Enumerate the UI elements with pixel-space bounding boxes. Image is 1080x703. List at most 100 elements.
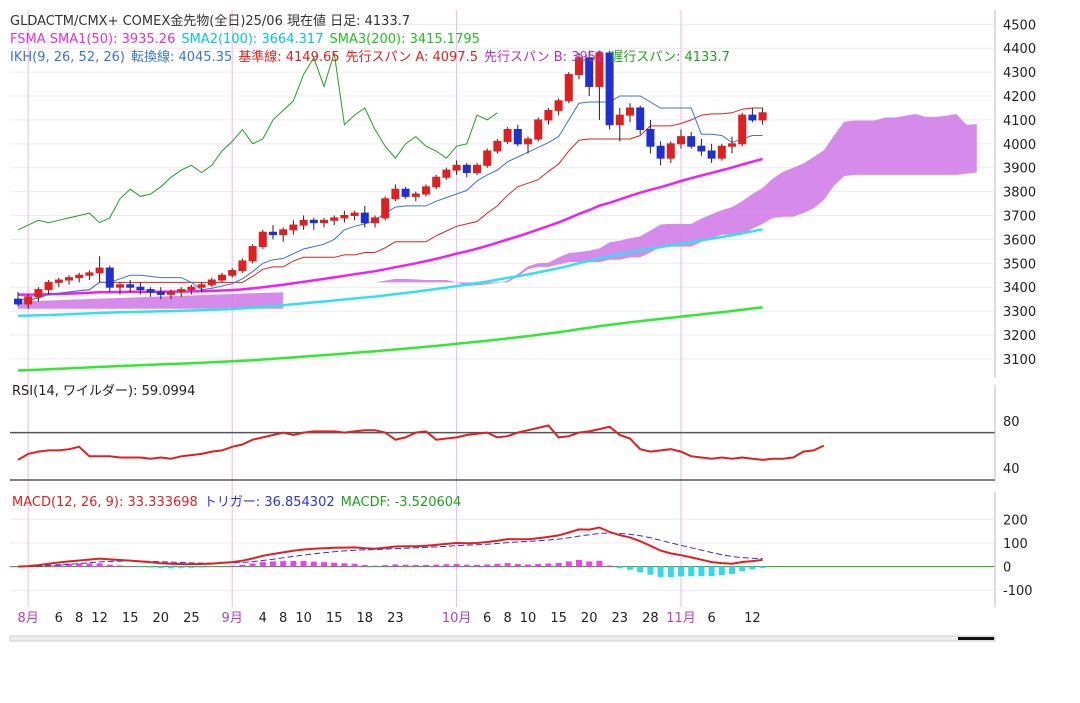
x-tick-label: 4 <box>259 611 267 626</box>
sma1-label: SMA1(50): 3935.26 <box>50 32 176 47</box>
macdf-bar <box>412 565 419 567</box>
macd-tick-label: 200 <box>1003 513 1028 528</box>
price-tick-label: 3800 <box>1003 186 1036 201</box>
x-tick-label: 10 <box>520 611 537 626</box>
kijun-label: 基準線: 4149.65 <box>238 49 339 65</box>
candle-body <box>738 114 747 145</box>
macdf-bar <box>514 563 521 567</box>
macdf-bar <box>117 565 123 567</box>
macdf-bar <box>749 566 756 570</box>
candle-body <box>34 289 43 298</box>
macdf-bar <box>739 566 746 572</box>
candle-body <box>391 188 400 200</box>
time-scrollbar[interactable] <box>9 635 996 642</box>
x-tick-label: 8 <box>75 611 83 626</box>
price-tick-label: 3400 <box>1003 281 1036 296</box>
macdf-bar <box>708 566 715 577</box>
candle-body <box>126 284 135 288</box>
candle-body <box>116 284 124 288</box>
candle-body <box>483 150 492 166</box>
macdf-bar <box>545 563 552 567</box>
macdf-bar <box>637 566 644 573</box>
macd-legend: MACD(12, 26, 9): 33.333698 トリガー: 36.85430… <box>12 495 461 510</box>
candle-body <box>238 260 247 271</box>
macdf-bar <box>382 565 389 567</box>
candle-body <box>442 169 451 178</box>
macdf-label: MACDF: -3.520604 <box>341 495 462 510</box>
macdf-bar <box>300 561 307 567</box>
candle-body <box>564 74 573 102</box>
candle-body <box>717 145 726 159</box>
price-tick-label: 4200 <box>1003 90 1036 105</box>
candle-body <box>218 274 226 281</box>
kumo-cloud <box>283 113 977 301</box>
macdf-bar <box>586 561 593 567</box>
kijun-line <box>17 107 763 301</box>
macdf-bar <box>321 562 327 567</box>
candle-body <box>381 198 390 219</box>
rsi-tick-label: 40 <box>1003 462 1020 477</box>
price-tick-label: 3200 <box>1003 329 1036 344</box>
candle-body <box>677 136 685 145</box>
macdf-bar <box>106 564 113 567</box>
candle-body <box>554 100 563 111</box>
x-tick-label: 8 <box>503 611 511 626</box>
price-tick-label: 3300 <box>1003 305 1036 320</box>
trigger-label: トリガー: 36.854302 <box>204 495 335 510</box>
candle-body <box>228 269 237 276</box>
candle-body <box>432 176 441 188</box>
macdf-bar <box>555 562 562 567</box>
macdf-bar <box>698 566 705 577</box>
candle-body <box>177 289 186 293</box>
macdf-bar <box>188 566 195 568</box>
macdf-bar <box>423 564 429 567</box>
candle-body <box>350 212 359 217</box>
macdf-bar <box>463 564 470 567</box>
chikou-label: 遅行スパン: 4133.7 <box>610 50 730 65</box>
macdf-bar <box>474 564 480 567</box>
macd-tick-label: -100 <box>1003 584 1033 599</box>
macdf-bar <box>392 564 399 567</box>
sma3-label: SMA3(200): 3415.1795 <box>329 32 479 47</box>
x-tick-label: 15 <box>326 611 343 626</box>
x-tick-label: 15 <box>550 611 567 626</box>
candle-body <box>136 286 145 291</box>
macdf-bar <box>453 564 460 567</box>
candle-body <box>269 231 277 236</box>
candle-body <box>340 215 349 219</box>
x-tick-label: 28 <box>642 611 659 626</box>
candle-body <box>258 231 267 248</box>
macdf-bar <box>616 566 623 569</box>
macdf-bar <box>249 563 256 567</box>
macdf-bar <box>525 564 531 567</box>
candle-body <box>167 291 175 295</box>
x-tick-label: 20 <box>581 611 598 626</box>
chart-title: GLDACTM/CMX+ COMEX金先物(全日)25/06 現在値 日足: 4… <box>10 13 410 29</box>
candle-body <box>707 150 716 159</box>
macdf-bar <box>270 561 276 567</box>
macdf-bar <box>565 561 572 567</box>
candle-body <box>615 114 624 126</box>
candle-body <box>595 52 604 87</box>
span-a-label: 先行スパン A: 4097.5 <box>346 50 478 65</box>
candle-body <box>360 212 369 224</box>
macdf-bar <box>433 564 440 567</box>
macdf-bar <box>290 561 297 567</box>
macdf-bar <box>147 566 154 568</box>
macdf-bar <box>372 565 378 567</box>
candle-body <box>54 279 63 283</box>
macdf-bar <box>168 566 174 569</box>
macdf-bar <box>198 566 205 568</box>
macdf-bar <box>647 566 654 575</box>
macdf-bar <box>688 566 695 577</box>
candle-body <box>95 267 104 274</box>
candle-body <box>24 296 33 305</box>
candle-body <box>44 281 53 291</box>
kumo-cloud <box>18 292 284 309</box>
candle-body <box>289 224 298 231</box>
macd-tick-label: 0 <box>1003 561 1011 576</box>
scrollbar-thumb[interactable] <box>958 637 994 640</box>
candle-body <box>197 284 206 288</box>
x-tick-label: 9月 <box>222 611 243 626</box>
x-tick-label: 10 <box>295 611 312 626</box>
